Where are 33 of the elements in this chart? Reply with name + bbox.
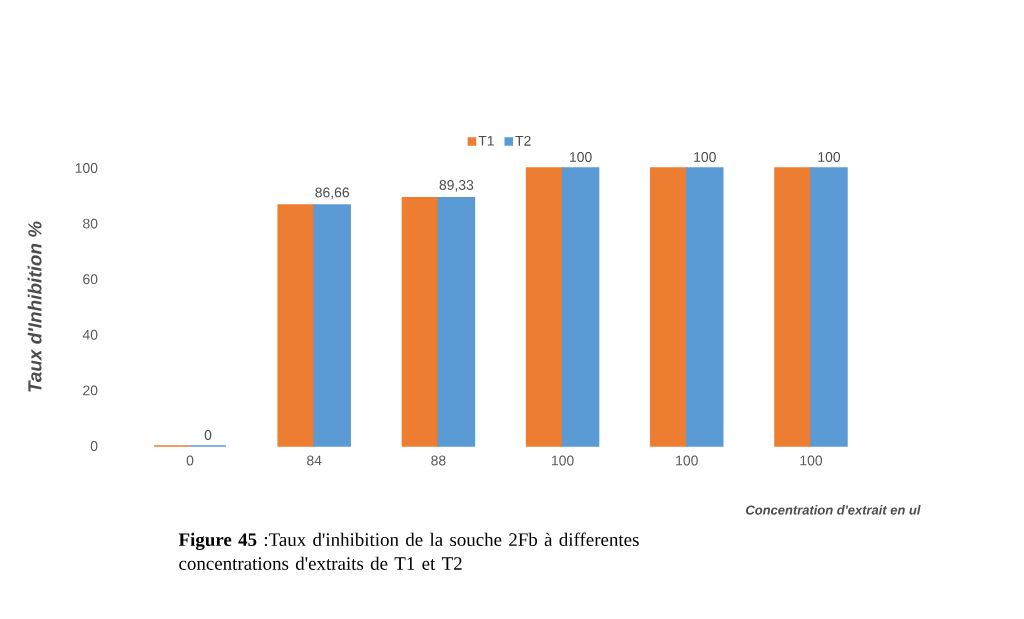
y-tick-label: 0 bbox=[90, 441, 98, 451]
x-tick-label: 88 bbox=[431, 455, 446, 466]
bar bbox=[525, 167, 564, 447]
x-tick-label: 100 bbox=[676, 455, 698, 466]
x-tick-label: 100 bbox=[800, 455, 823, 466]
data-label: 86,66 bbox=[315, 187, 350, 200]
y-tick-label: 80 bbox=[83, 218, 98, 229]
bar bbox=[774, 167, 812, 447]
bar bbox=[561, 167, 600, 447]
bar bbox=[686, 167, 724, 447]
data-label: 0 bbox=[204, 430, 212, 440]
x-tick-label: 100 bbox=[552, 455, 574, 466]
bar bbox=[437, 196, 476, 447]
bar bbox=[650, 167, 688, 447]
y-tick-label: 20 bbox=[83, 385, 98, 396]
y-tick-label: 40 bbox=[82, 329, 98, 340]
x-axis-title: Concentration d'extrait en ul bbox=[746, 505, 921, 515]
y-tick-label: 100 bbox=[75, 163, 98, 173]
text: Figure 45 :Taux d'inhibition de la souche 2Fb à differentes concentrations d'extraits de T1 et T2 bbox=[178, 532, 639, 570]
bar bbox=[313, 204, 351, 447]
x-tick-label: 0 bbox=[186, 455, 194, 466]
legend-label: T1 bbox=[478, 135, 494, 146]
x-tick-label: 84 bbox=[307, 455, 322, 466]
data-label: 100 bbox=[694, 152, 716, 162]
bar bbox=[401, 196, 440, 447]
data-label: 89,33 bbox=[439, 180, 474, 192]
y-tick-label: 60 bbox=[83, 274, 98, 285]
data-label: 100 bbox=[818, 152, 841, 162]
bar bbox=[810, 167, 848, 447]
data-label: 100 bbox=[570, 152, 592, 162]
bar bbox=[277, 204, 315, 447]
y-axis-title: Taux d'Inhibition % bbox=[27, 221, 42, 392]
legend-label: T2 bbox=[515, 135, 531, 146]
